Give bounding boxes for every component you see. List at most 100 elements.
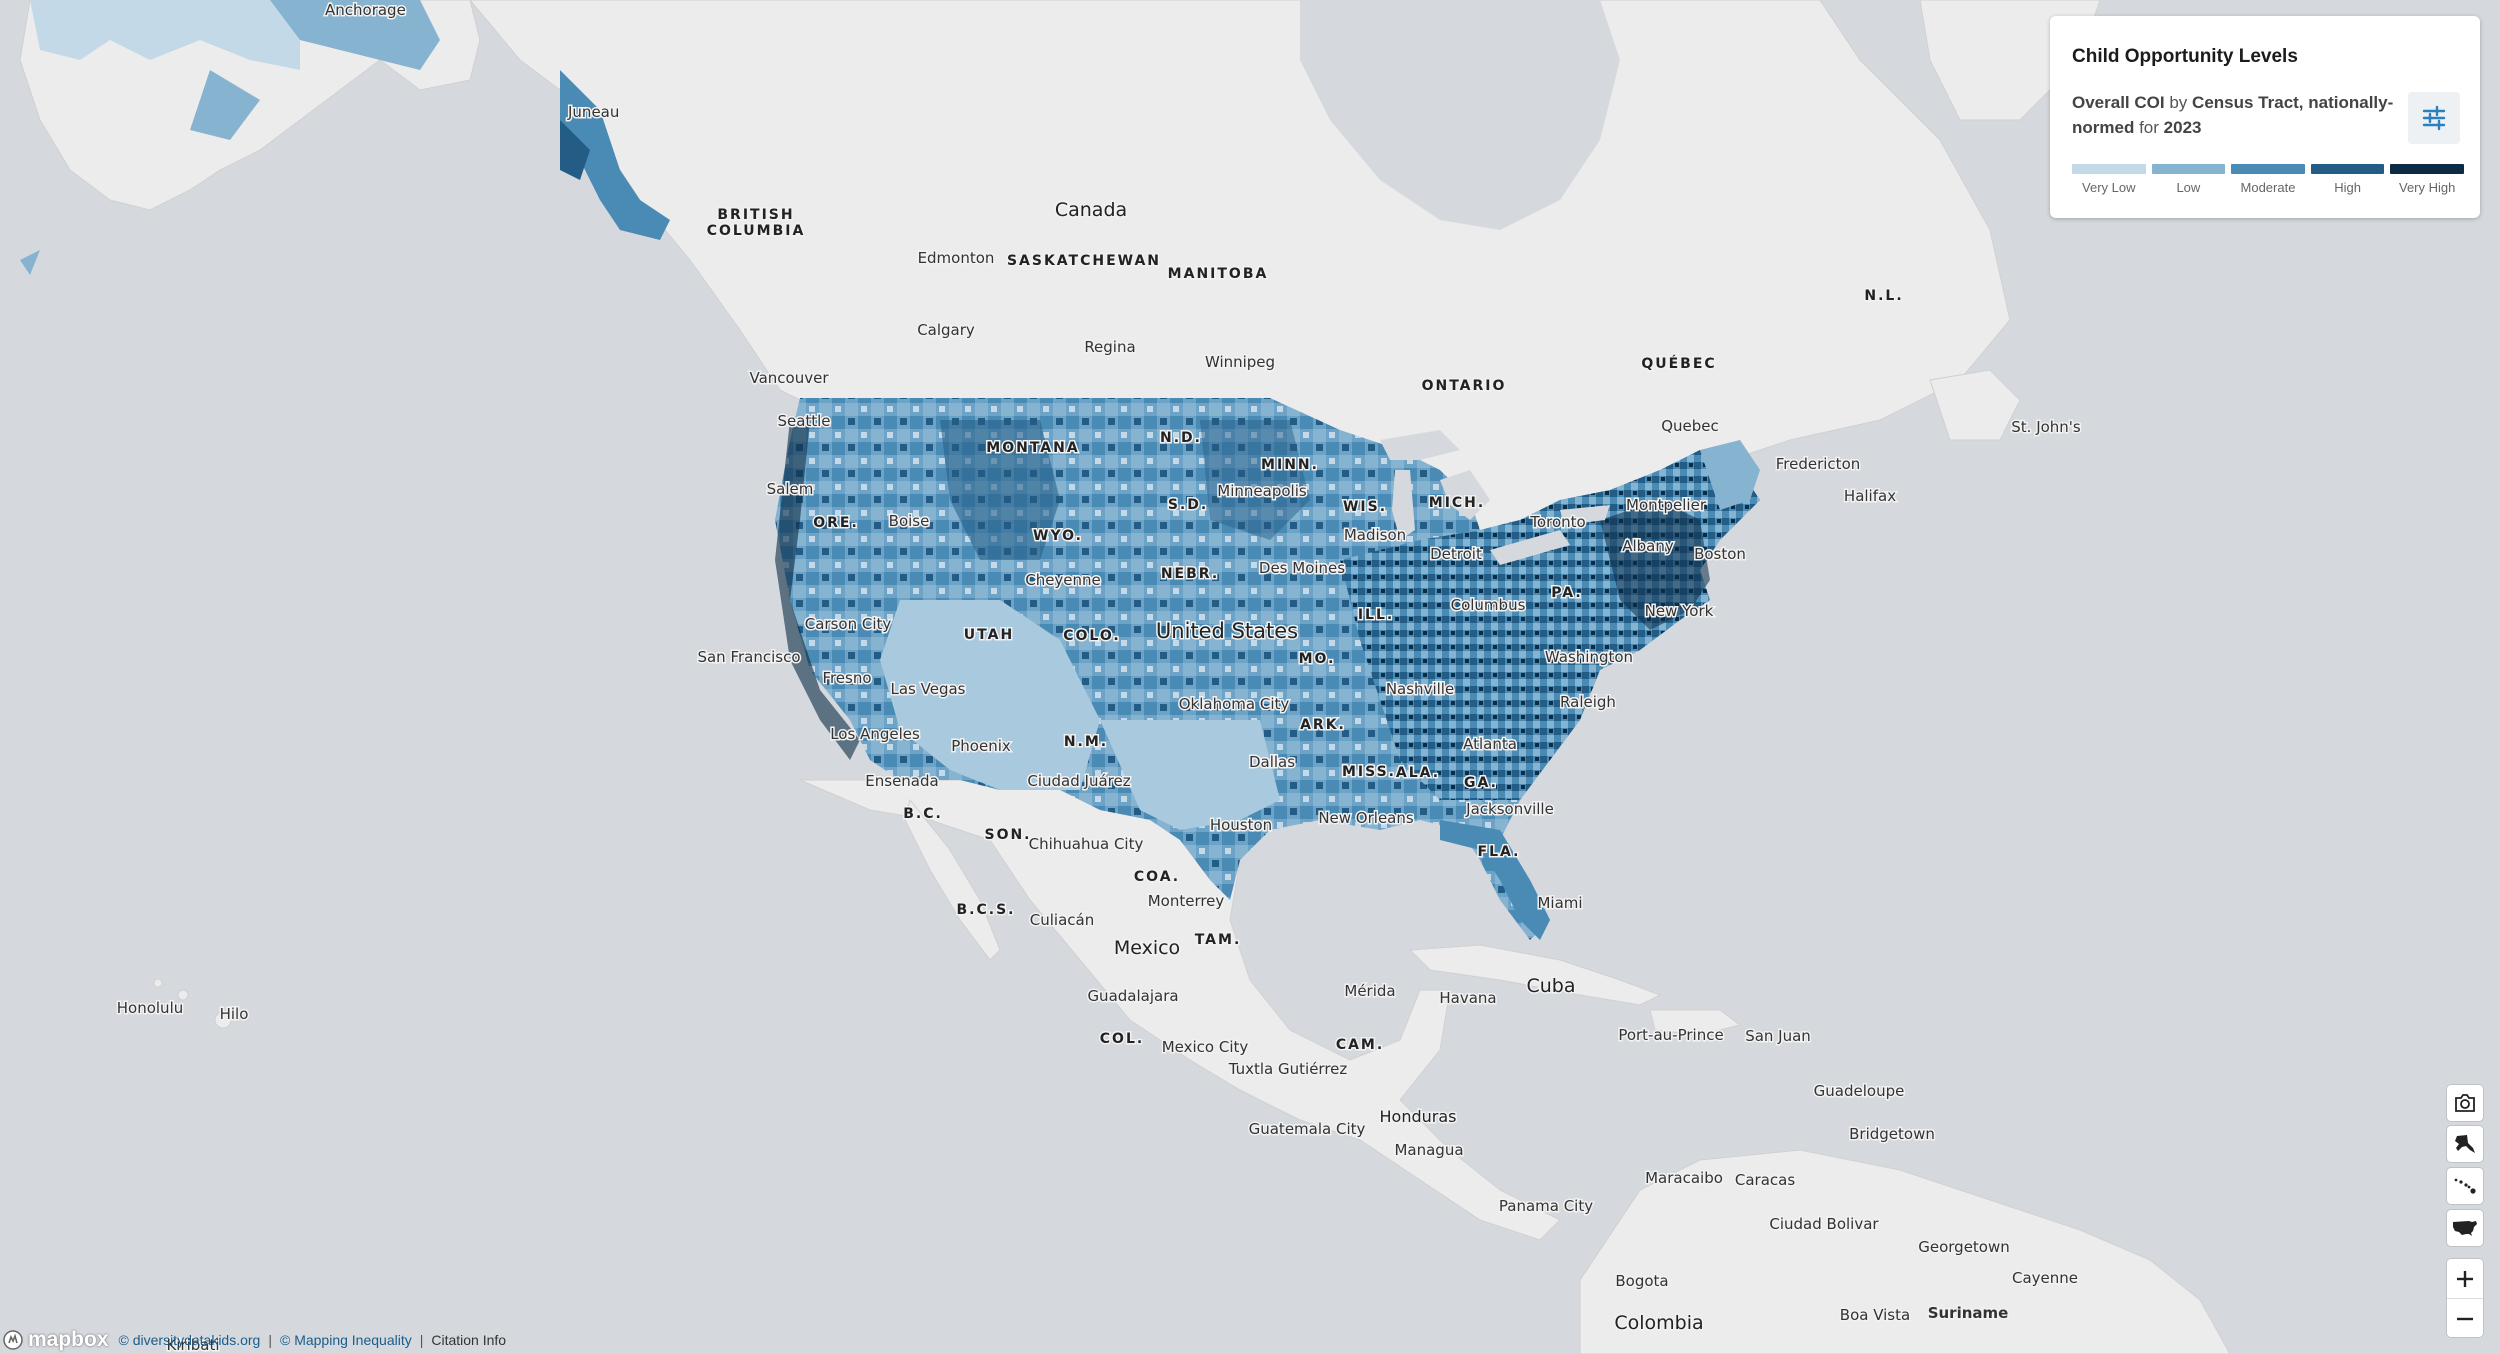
map-label: Des Moines [1259,559,1345,577]
map-label: Atlanta [1463,735,1517,753]
map-label: COL. [1100,1031,1144,1047]
map-label: Oklahoma City [1179,695,1290,713]
mapping-inequality-link[interactable]: © Mapping Inequality [279,1332,412,1348]
map-label: CAM. [1336,1037,1384,1053]
map-label: San Juan [1745,1027,1811,1045]
map-label: Canada [1055,199,1127,221]
minus-icon [2457,1317,2473,1320]
filter-settings-button[interactable] [2408,92,2460,144]
map-label: MINN. [1261,457,1319,473]
map-label: Chihuahua City [1029,835,1144,853]
map-label: Halifax [1844,487,1896,505]
legend-item-very-low: Very Low [2072,164,2146,195]
screenshot-button[interactable] [2447,1085,2483,1121]
legend-label: High [2334,180,2361,195]
map-label: MICH. [1429,495,1485,511]
map-label: Seattle [777,412,830,430]
map-label: ILL. [1358,607,1394,623]
map-label: MO. [1299,651,1336,667]
map-label: Winnipeg [1205,353,1275,371]
citation-info-link[interactable]: Citation Info [431,1332,507,1348]
map-label: MONTANA [986,440,1079,456]
zoom-in-button[interactable] [2447,1259,2483,1298]
map-label: Hilo [220,1005,249,1023]
sliders-icon [2422,105,2446,131]
attribution-bar: mapbox © diversitydatakids.org | © Mappi… [0,1326,506,1354]
alaska-icon [2455,1135,2475,1153]
map-label: COLO. [1063,628,1121,644]
map-label: FLA. [1478,844,1521,860]
year-value: 2023 [2163,118,2202,137]
legend-label: Moderate [2240,180,2296,195]
map-label: Madison [1344,526,1406,544]
map-label: Carson City [805,615,892,633]
plus-icon [2457,1270,2473,1287]
map-label: Los Angeles [830,725,920,743]
map-label: SASKATCHEWAN [1007,253,1161,269]
map-label: Culiacán [1030,911,1094,929]
map-label: Ensenada [865,772,938,790]
map-label: Montpelier [1626,496,1707,514]
legend-title: Child Opportunity Levels [2072,46,2298,67]
map-label: Fredericton [1776,455,1861,473]
map-label: GA. [1464,775,1498,791]
zoom-alaska-button[interactable] [2447,1126,2483,1162]
map-label: UTAH [964,627,1014,643]
map-label: COA. [1134,869,1180,885]
zoom-controls [2447,1259,2483,1337]
mapbox-icon [3,1330,23,1350]
map-label: NEBR. [1161,566,1219,582]
zoom-out-button[interactable] [2447,1298,2483,1338]
map-label: COLUMBIA [707,223,806,239]
map-label: Quebec [1661,417,1719,435]
legend-subtitle: Overall COI by Census Tract, nationally-… [2072,90,2412,140]
legend-scale: Very Low Low Moderate High Very High [2072,164,2464,195]
map-label: ARK. [1300,717,1346,733]
map-label: ONTARIO [1422,378,1507,394]
map-label: New York [1645,602,1714,620]
map-label: N.M. [1064,734,1108,750]
map-label: WIS. [1343,499,1387,515]
legend-label: Very Low [2082,180,2136,195]
map-label: Bogota [1615,1272,1668,1290]
metric-name: Overall COI [2072,93,2165,112]
map-label: Guadeloupe [1814,1082,1905,1100]
mapbox-logo[interactable]: mapbox [2,1328,109,1352]
map-label: Colombia [1614,1312,1703,1334]
map-label: Mexico [1114,937,1180,959]
zoom-conus-button[interactable] [2447,1210,2483,1246]
map-label: Cayenne [2012,1269,2078,1287]
map-label: Columbus [1451,596,1526,614]
map-label: Boston [1694,545,1746,563]
map-label: Miami [1537,894,1582,912]
map-label: S.D. [1168,497,1208,513]
legend-item-low: Low [2151,164,2226,195]
map-label: San Francisco [697,648,800,666]
great-lakes [1380,430,1610,565]
map-label: Mérida [1344,982,1395,1000]
map-label: Calgary [917,321,975,339]
map-label: Edmonton [918,249,995,267]
map-label: Tuxtla Gutiérrez [1228,1060,1348,1078]
hawaii-icon [2454,1178,2476,1194]
legend-item-moderate: Moderate [2231,164,2305,195]
conus-data [775,398,1760,940]
map-label: Kiribati [166,1336,219,1354]
legend-label: Very High [2398,180,2456,195]
legend-label: Low [2176,180,2201,195]
map-label: Ciudad Bolivar [1769,1215,1879,1233]
map-label: Minneapolis [1217,482,1307,500]
zoom-hawaii-button[interactable] [2447,1168,2483,1204]
map-label: Las Vegas [891,680,966,698]
map-label: BRITISH [717,207,794,223]
map-label: MISS. [1342,764,1396,780]
legend-swatch [2310,164,2385,174]
map-label: B.C. [903,806,943,822]
diversitydatakids-link[interactable]: © diversitydatakids.org [118,1332,261,1348]
map-label: Boise [889,512,930,530]
map-label: ALA. [1396,765,1440,781]
map-label: Honduras [1380,1107,1457,1126]
legend-swatch [2151,164,2226,174]
map-label: B.C.S. [957,902,1016,918]
